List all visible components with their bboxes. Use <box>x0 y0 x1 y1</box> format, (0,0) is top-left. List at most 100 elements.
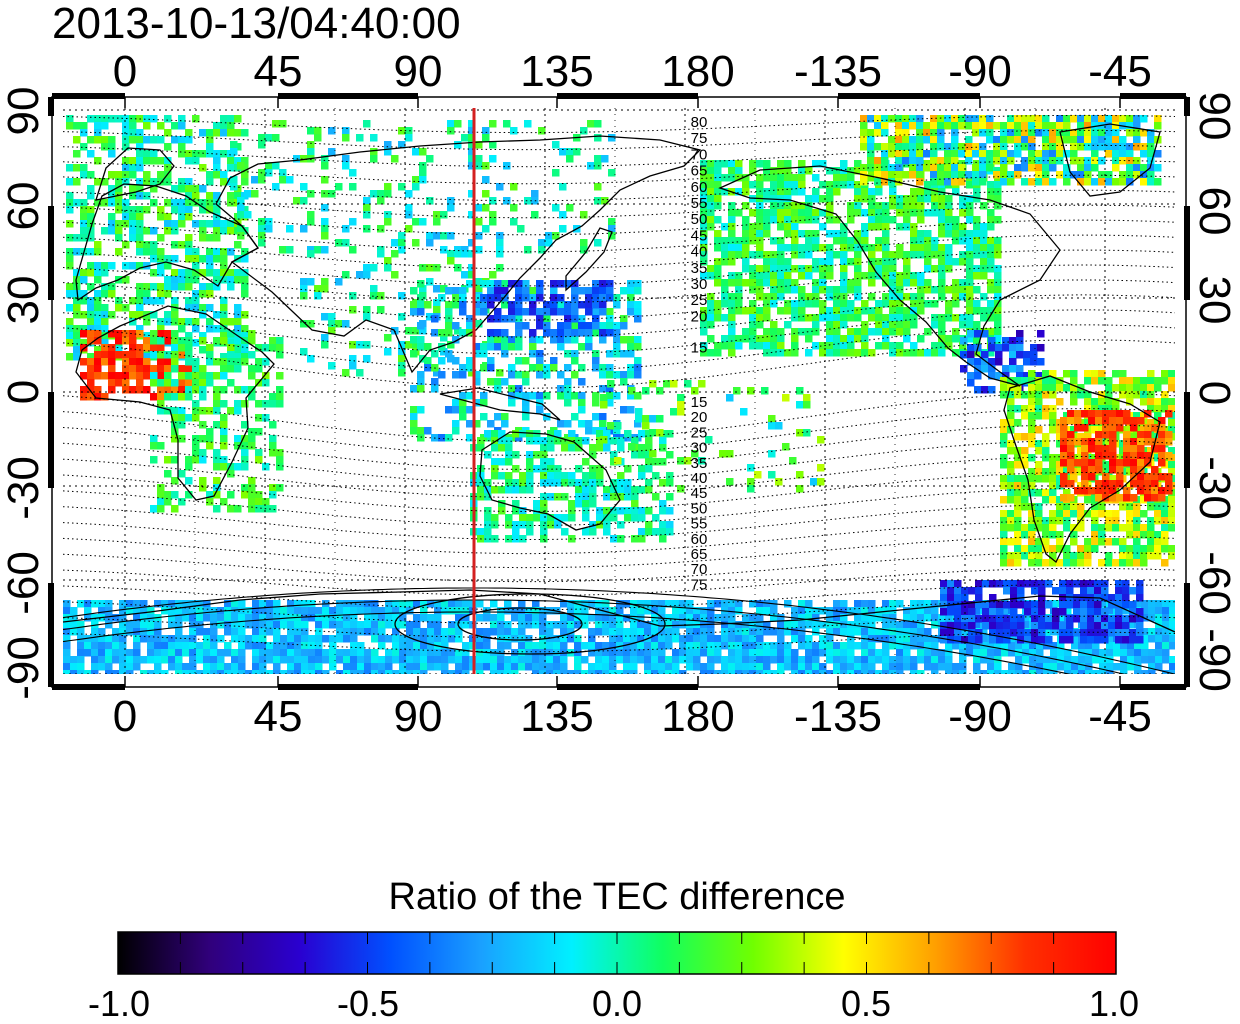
tec-cell <box>220 115 228 123</box>
tec-cell <box>1088 473 1096 481</box>
tec-cell <box>931 195 939 203</box>
tec-cell <box>613 427 621 435</box>
tec-cell <box>377 250 385 258</box>
tec-cell <box>770 167 778 175</box>
tec-cell <box>108 365 116 373</box>
tec-cell <box>634 357 642 365</box>
tec-cell <box>475 285 483 293</box>
tec-cell <box>417 406 425 414</box>
tec-cell <box>164 164 172 172</box>
tec-cell <box>536 364 544 372</box>
tec-cell <box>889 216 897 224</box>
tec-cell <box>1084 391 1092 399</box>
tec-cell <box>434 621 442 629</box>
tec-cell <box>782 394 790 402</box>
tec-cell <box>122 213 130 221</box>
tec-cell <box>238 614 246 622</box>
tec-cell <box>385 600 393 608</box>
tec-cell <box>707 195 715 203</box>
tec-cell <box>94 393 102 401</box>
tec-cell <box>924 279 932 287</box>
tec-cell <box>206 255 214 263</box>
tec-cell <box>847 216 855 224</box>
tec-cell <box>168 607 176 615</box>
tec-cell <box>742 258 750 266</box>
tec-cell <box>638 444 646 452</box>
tec-cell <box>568 500 576 508</box>
tec-cell <box>461 250 469 258</box>
tec-cell <box>805 607 813 615</box>
tec-cell <box>1140 552 1148 560</box>
tec-cell <box>666 507 674 515</box>
tec-cell <box>526 430 534 438</box>
tec-cell <box>1134 649 1142 657</box>
tec-cell <box>931 300 939 308</box>
tec-cell <box>220 248 228 256</box>
tec-cell <box>567 600 575 608</box>
tec-cell <box>143 372 151 380</box>
tec-cell <box>473 420 481 428</box>
tec-cell <box>143 337 151 345</box>
tec-cell <box>178 241 186 249</box>
tec-cell <box>700 223 708 231</box>
tec-cell <box>192 407 200 415</box>
tec-cell <box>206 442 214 450</box>
tec-cell <box>585 322 593 330</box>
tec-cell <box>756 244 764 252</box>
tec-cell <box>171 255 179 263</box>
tec-cell <box>161 642 169 650</box>
tec-cell <box>714 635 722 643</box>
tec-cell <box>1109 417 1117 425</box>
tec-cell <box>875 307 883 315</box>
tec-cell <box>1081 445 1089 453</box>
tec-cell <box>896 202 904 210</box>
tec-cell <box>658 600 666 608</box>
tec-cell <box>1028 164 1036 172</box>
tec-cell <box>532 621 540 629</box>
tec-cell <box>63 621 71 629</box>
tec-cell <box>1074 459 1082 467</box>
tec-cell <box>1028 377 1036 385</box>
tec-cell <box>480 301 488 309</box>
tec-cell <box>714 230 722 238</box>
tec-cell <box>220 435 228 443</box>
tec-cell <box>287 628 295 636</box>
tec-cell <box>1133 412 1141 420</box>
tec-cell <box>714 160 722 168</box>
tec-cell <box>1112 475 1120 483</box>
tec-cell <box>557 280 565 288</box>
tec-cell <box>540 479 548 487</box>
tec-cell <box>1028 524 1036 532</box>
tec-cell <box>728 209 736 217</box>
tec-cell <box>129 365 137 373</box>
tec-cell <box>571 357 579 365</box>
tec-cell <box>707 188 715 196</box>
tec-cell <box>728 223 736 231</box>
tec-cell <box>447 355 455 363</box>
tec-cell <box>227 276 235 284</box>
tec-cell <box>952 216 960 224</box>
tec-cell <box>1060 438 1068 446</box>
tec-cell <box>480 280 488 288</box>
tec-cell <box>1049 468 1057 476</box>
tec-cell <box>874 178 882 186</box>
tec-cell <box>1144 473 1152 481</box>
tec-cell <box>840 314 848 322</box>
tec-cell <box>861 272 869 280</box>
tec-cell <box>987 649 995 657</box>
tec-cell <box>1168 398 1175 406</box>
tec-cell <box>308 600 316 608</box>
tec-cell <box>87 227 95 235</box>
tec-cell <box>73 122 81 130</box>
tec-cell <box>143 136 151 144</box>
tec-cell <box>199 365 207 373</box>
tec-cell <box>875 223 883 231</box>
tec-cell <box>1070 426 1078 434</box>
tec-cell <box>238 621 246 629</box>
tec-cell <box>459 399 467 407</box>
tec-cell <box>875 607 883 615</box>
tec-cell <box>248 505 256 513</box>
tec-cell <box>995 372 1003 380</box>
tec-cell <box>854 251 862 259</box>
tec-cell <box>445 301 453 309</box>
